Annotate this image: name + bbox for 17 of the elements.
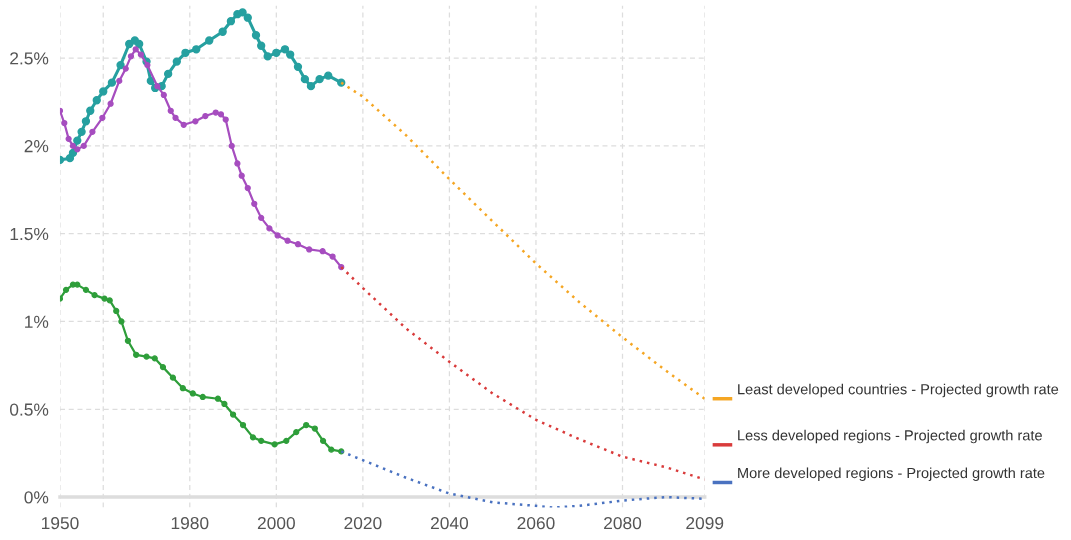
x-tick-label: 2060 (517, 516, 555, 530)
y-tick-label: 0.5% (9, 403, 49, 416)
y-tick-label: 2.5% (10, 52, 49, 65)
y-tick-label: 1% (25, 315, 49, 328)
y-tick-label: 2% (24, 140, 49, 153)
x-tick-label: 2020 (344, 516, 382, 530)
legend-label: Less developed regions - Projected growth rate (738, 429, 1042, 444)
legend-label: More developed regions - Projected growth rate (738, 467, 1045, 482)
x-tick-label: 1980 (171, 516, 209, 530)
y-tick-label: 0% (24, 491, 49, 504)
x-tick-label: 1950 (41, 516, 79, 530)
y-tick-label: 1.5% (10, 227, 49, 241)
x-tick-label: 2040 (430, 516, 469, 530)
x-tick-label: 2000 (257, 516, 295, 530)
x-tick-label: 2080 (604, 516, 642, 530)
x-tick-label: 2099 (686, 516, 724, 530)
legend-label: Least developed countries - Projected growth rate (738, 383, 1059, 398)
